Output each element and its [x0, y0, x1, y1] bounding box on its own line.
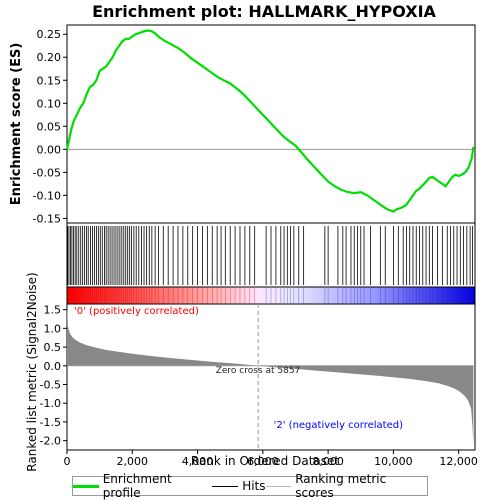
legend: Enrichment profile Hits Ranking metric s… — [72, 472, 428, 500]
legend-swatch-enrichment — [73, 484, 99, 488]
es-tick-label: -0.05 — [33, 166, 61, 179]
ranking-metric-area — [67, 305, 474, 445]
zero-cross-label: Zero cross at 5857 — [216, 366, 301, 376]
x-tick-label: 2,000 — [117, 455, 149, 468]
x-tick-label: 10,000 — [374, 455, 413, 468]
es-tick-label: 0.20 — [37, 51, 62, 64]
es-tick-label: -0.15 — [33, 212, 61, 225]
metric-tick-label: -1.0 — [40, 397, 61, 410]
legend-label-ranking: Ranking metric scores — [295, 472, 387, 500]
positive-label: '0' (positively correlated) — [74, 306, 199, 317]
x-tick-label: 6,000 — [247, 455, 279, 468]
es-tick-label: 0.00 — [37, 143, 62, 156]
es-tick-label: 0.15 — [37, 74, 62, 87]
x-tick-label: 4,000 — [182, 455, 214, 468]
es-tick-label: 0.10 — [37, 97, 62, 110]
metric-tick-label: 0.0 — [44, 360, 62, 373]
metric-tick-label: -1.5 — [40, 416, 61, 429]
x-tick-label: 8,000 — [312, 455, 344, 468]
legend-swatch-ranking — [265, 485, 292, 487]
legend-label-hits: Hits — [242, 479, 266, 493]
legend-item-hits: Hits — [212, 479, 266, 493]
chart-title: Enrichment plot: HALLMARK_HYPOXIA — [92, 2, 436, 21]
metric-tick-label: 1.0 — [44, 322, 62, 335]
metric-tick-label: -0.5 — [40, 378, 61, 391]
metric-tick-label: 0.5 — [44, 341, 62, 354]
metric-tick-label: -2.0 — [40, 435, 61, 448]
legend-swatch-hits — [212, 485, 239, 487]
x-tick-label: 0 — [64, 455, 71, 468]
x-tick-label: 12,000 — [439, 455, 478, 468]
es-axis-label: Enrichment score (ES) — [9, 43, 24, 206]
metric-axis-label: Ranked list metric (Signal2Noise) — [25, 272, 39, 471]
x-axis-label: Rank in Ordered Dataset — [191, 454, 339, 468]
negative-label: '2' (negatively correlated) — [274, 420, 403, 431]
es-tick-label: 0.05 — [37, 120, 62, 133]
enrichment-profile-line — [65, 29, 475, 213]
legend-item-enrichment: Enrichment profile — [73, 472, 212, 500]
es-tick-label: 0.25 — [37, 28, 62, 41]
legend-label-enrichment: Enrichment profile — [102, 472, 172, 500]
legend-item-ranking: Ranking metric scores — [265, 472, 427, 500]
es-tick-label: -0.10 — [33, 189, 61, 202]
metric-tick-label: 1.5 — [44, 304, 62, 317]
